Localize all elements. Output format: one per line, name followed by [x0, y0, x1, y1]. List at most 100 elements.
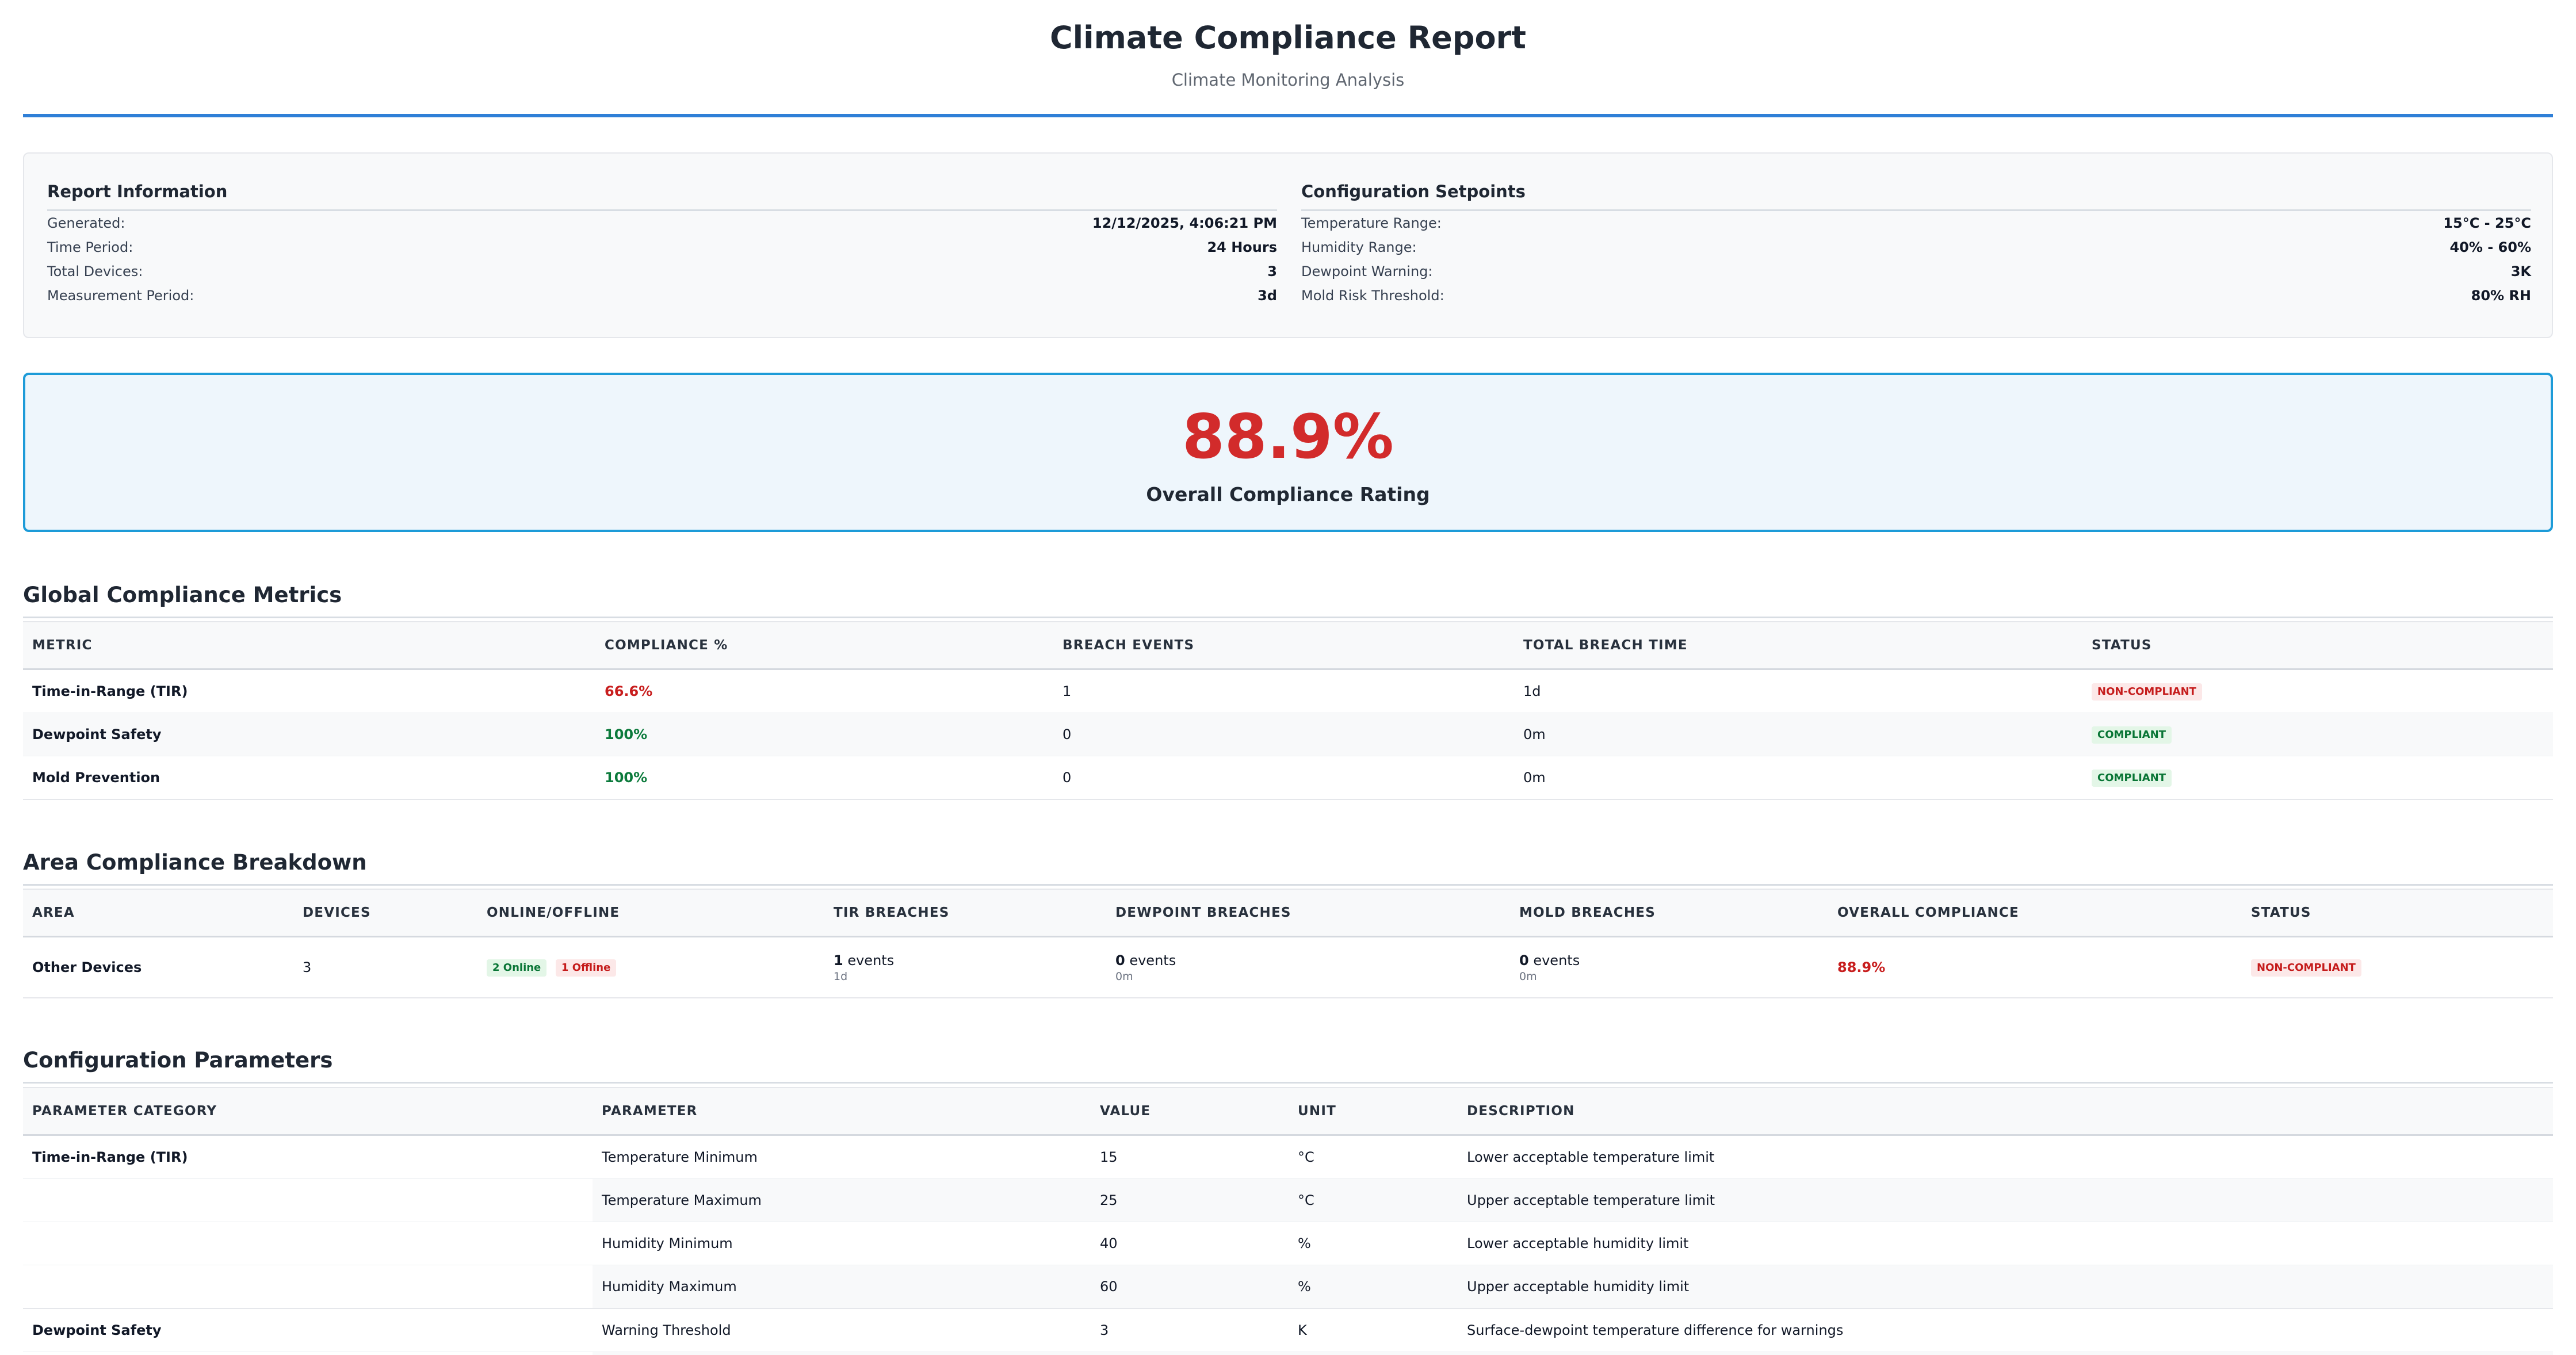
- global-metrics-header-row: METRIC COMPLIANCE % BREACH EVENTS TOTAL …: [23, 621, 2553, 670]
- device-count: 3: [293, 936, 477, 998]
- overall-compliance-value: 88.9%: [1182, 401, 1394, 472]
- unit-column-header: UNIT: [1289, 1087, 1458, 1136]
- parameter-name: Temperature Minimum: [593, 1135, 1091, 1179]
- measurement-period-row: Measurement Period: 3d: [47, 284, 1277, 308]
- page-title: Climate Compliance Report: [1050, 20, 1526, 56]
- compliance-percent: 100%: [595, 756, 1053, 800]
- time-period-row: Time Period: 24 Hours: [47, 235, 1277, 259]
- dewpoint-breach-count: 0: [1115, 952, 1125, 969]
- parameter-category-column-header: PARAMETER CATEGORY: [23, 1087, 593, 1136]
- parameter-unit: °C: [1289, 1178, 1458, 1222]
- area-compliance-breakdown-table: AREA DEVICES ONLINE/OFFLINE TIR BREACHES…: [23, 889, 2553, 998]
- cutoff-cell: [1091, 1352, 1289, 1355]
- total-devices-row: Total Devices: 3: [47, 259, 1277, 284]
- parameter-description: Surface-dewpoint temperature difference …: [1458, 1308, 2553, 1352]
- configuration-parameters-table: PARAMETER CATEGORY PARAMETER VALUE UNIT …: [23, 1087, 2553, 1355]
- parameter-unit: °C: [1289, 1135, 1458, 1179]
- tir-breach-count: 1: [834, 952, 843, 969]
- mold-risk-threshold-label: Mold Risk Threshold:: [1301, 288, 1444, 304]
- online-offline-column-header: ONLINE/OFFLINE: [477, 889, 824, 937]
- table-row: Mold Prevention 100% 0 0m COMPLIANT: [23, 756, 2553, 800]
- area-status-column-header: STATUS: [2242, 889, 2553, 937]
- breach-events-column-header: BREACH EVENTS: [1053, 621, 1514, 670]
- area-compliance-breakdown-heading: Area Compliance Breakdown: [23, 850, 2553, 886]
- parameter-name: Temperature Maximum: [593, 1178, 1091, 1222]
- parameter-unit: K: [1289, 1308, 1458, 1352]
- metric-name: Time-in-Range (TIR): [32, 683, 188, 699]
- area-column-header: AREA: [23, 889, 293, 937]
- configuration-parameters-header-row: PARAMETER CATEGORY PARAMETER VALUE UNIT …: [23, 1087, 2553, 1136]
- table-row: Humidity Minimum 40 % Lower acceptable h…: [23, 1222, 2553, 1265]
- mold-breach-unit: events: [1528, 952, 1580, 969]
- humidity-range-row: Humidity Range: 40% - 60%: [1301, 235, 2531, 259]
- dewpoint-warning-label: Dewpoint Warning:: [1301, 263, 1433, 280]
- parameter-category: [23, 1265, 593, 1309]
- mold-breach-time: 0m: [1519, 970, 1537, 983]
- status-column-header: STATUS: [2082, 621, 2553, 670]
- parameter-category: [23, 1222, 593, 1265]
- cutoff-cell: [1289, 1352, 1458, 1355]
- table-row: Other Devices 3 2 Online 1 Offline 1 eve…: [23, 936, 2553, 998]
- area-overall-compliance: 88.9%: [1828, 936, 2242, 998]
- parameter-name: Humidity Minimum: [593, 1222, 1091, 1265]
- total-devices-label: Total Devices:: [47, 263, 143, 280]
- total-breach-time-column-header: TOTAL BREACH TIME: [1514, 621, 2082, 670]
- area-name: Other Devices: [23, 936, 293, 998]
- generated-value: 12/12/2025, 4:06:21 PM: [1092, 215, 1277, 231]
- parameter-description: Lower acceptable temperature limit: [1458, 1135, 2553, 1179]
- tir-breach-time: 1d: [834, 970, 848, 983]
- measurement-period-value: 3d: [1258, 288, 1277, 304]
- overall-compliance-label: Overall Compliance Rating: [1146, 483, 1430, 506]
- mold-breach-count-line: 0 events: [1519, 953, 1819, 968]
- time-period-label: Time Period:: [47, 239, 133, 255]
- dewpoint-breach-unit: events: [1125, 952, 1176, 969]
- report-information-heading: Report Information: [47, 178, 1277, 211]
- parameter-description: Lower acceptable humidity limit: [1458, 1222, 2553, 1265]
- generated-label: Generated:: [47, 215, 125, 231]
- dewpoint-warning-row: Dewpoint Warning: 3K: [1301, 259, 2531, 284]
- metric-column-header: METRIC: [23, 621, 595, 670]
- table-row: Dewpoint Safety 100% 0 0m COMPLIANT: [23, 713, 2553, 756]
- breach-events-count: 0: [1053, 713, 1514, 756]
- online-offline-cell: 2 Online 1 Offline: [477, 936, 824, 998]
- tir-breach-unit: events: [843, 952, 895, 969]
- humidity-range-label: Humidity Range:: [1301, 239, 1417, 255]
- dewpoint-breaches-column-header: DEWPOINT BREACHES: [1106, 889, 1510, 937]
- breach-events-count: 0: [1053, 756, 1514, 800]
- total-devices-value: 3: [1267, 263, 1277, 280]
- status-cell: COMPLIANT: [2082, 756, 2553, 800]
- total-breach-time: 0m: [1514, 756, 2082, 800]
- report-summary-panel: Report Information Generated: 12/12/2025…: [23, 152, 2553, 338]
- parameter-name: Warning Threshold: [593, 1308, 1091, 1352]
- cutoff-cell: [1458, 1352, 2553, 1355]
- table-row: Temperature Maximum 25 °C Upper acceptab…: [23, 1178, 2553, 1222]
- parameter-category: Time-in-Range (TIR): [23, 1135, 593, 1179]
- overall-compliance-column-header: OVERALL COMPLIANCE: [1828, 889, 2242, 937]
- breach-events-count: 1: [1062, 683, 1072, 699]
- parameter-value: 3: [1091, 1308, 1289, 1352]
- tir-breach-count-line: 1 events: [834, 953, 1097, 968]
- parameter-unit: %: [1289, 1265, 1458, 1309]
- status-badge: COMPLIANT: [2092, 726, 2172, 744]
- compliance-column-header: COMPLIANCE %: [595, 621, 1053, 670]
- status-badge: COMPLIANT: [2092, 770, 2172, 787]
- tir-breaches-cell: 1 events 1d: [824, 936, 1106, 998]
- table-row: Time-in-Range (TIR) 66.6% 1 1d NON-COMPL…: [23, 669, 2553, 713]
- tir-breaches-column-header: TIR BREACHES: [824, 889, 1106, 937]
- parameter-unit: %: [1289, 1222, 1458, 1265]
- status-badge: NON-COMPLIANT: [2092, 683, 2202, 701]
- configuration-setpoints-heading: Configuration Setpoints: [1301, 178, 2531, 211]
- parameter-category: Dewpoint Safety: [23, 1308, 593, 1352]
- global-compliance-metrics-table: METRIC COMPLIANCE % BREACH EVENTS TOTAL …: [23, 621, 2553, 800]
- table-row: Dewpoint Safety Warning Threshold 3 K Su…: [23, 1308, 2553, 1352]
- online-badge: 2 Online: [487, 959, 547, 977]
- dewpoint-warning-value: 3K: [2510, 263, 2531, 280]
- parameter-description: Upper acceptable temperature limit: [1458, 1178, 2553, 1222]
- humidity-range-value: 40% - 60%: [2449, 239, 2531, 255]
- mold-breaches-cell: 0 events 0m: [1510, 936, 1828, 998]
- status-cell: COMPLIANT: [2082, 713, 2553, 756]
- configuration-setpoints-column: Configuration Setpoints Temperature Rang…: [1301, 178, 2531, 308]
- overall-compliance-rating-card: 88.9% Overall Compliance Rating: [23, 373, 2553, 532]
- temperature-range-label: Temperature Range:: [1301, 215, 1442, 231]
